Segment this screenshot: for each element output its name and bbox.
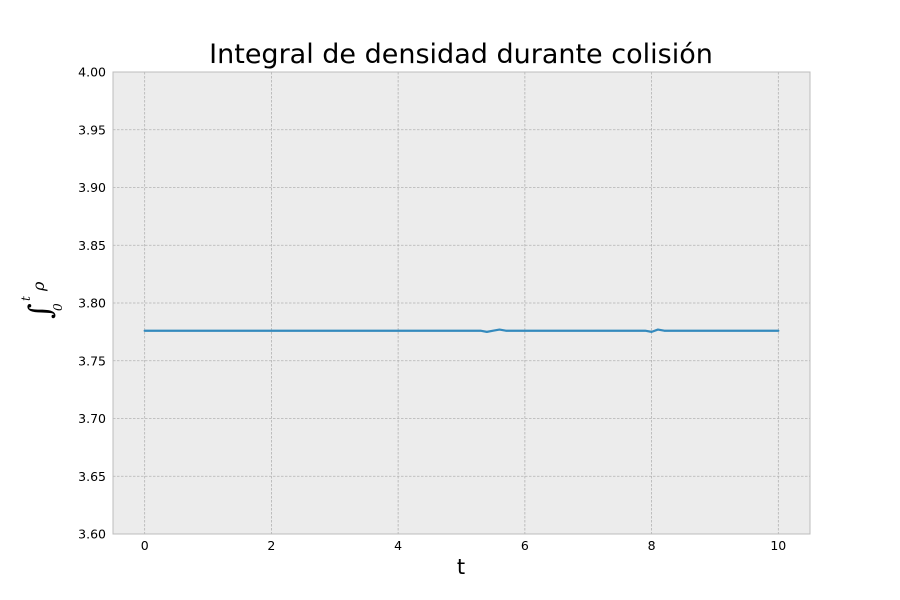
y-tick-label: 3.90 [78, 180, 106, 195]
plot-frame [112, 71, 811, 535]
y-tick-label: 3.80 [78, 296, 106, 311]
x-tick-label: 10 [770, 538, 786, 553]
chart-title: Integral de densidad durante colisión [209, 39, 713, 70]
y-tick-label: 4.00 [78, 65, 106, 80]
x-tick-label: 6 [521, 538, 529, 553]
y-tick-label: 3.85 [78, 238, 106, 253]
y-tick-label: 3.65 [78, 469, 106, 484]
x-tick-label: 2 [267, 538, 275, 553]
y-tick-label: 3.75 [78, 353, 106, 368]
y-axis-label-upper-limit: t [19, 296, 33, 301]
plot-area: 0 2 4 6 8 10 3.60 3.65 3.70 3.75 3.80 3.85 3.90 3.95 4… [78, 65, 811, 553]
y-tick-label: 3.60 [78, 527, 106, 542]
x-tick-label: 4 [394, 538, 402, 553]
x-tick-label: 8 [648, 538, 656, 553]
y-axis-label-integral-sign: ∫ [23, 303, 58, 319]
series-line [143, 328, 780, 333]
y-axis-label: ∫ 0 t ρ [19, 281, 65, 319]
y-axis-label-lower-limit: 0 [51, 303, 65, 311]
y-tick-label: 3.70 [78, 411, 106, 426]
y-axis-label-integrand: ρ [29, 281, 48, 292]
y-tick-label: 3.95 [78, 122, 106, 137]
x-tick-label: 0 [141, 538, 149, 553]
x-axis-label: t [457, 555, 465, 579]
